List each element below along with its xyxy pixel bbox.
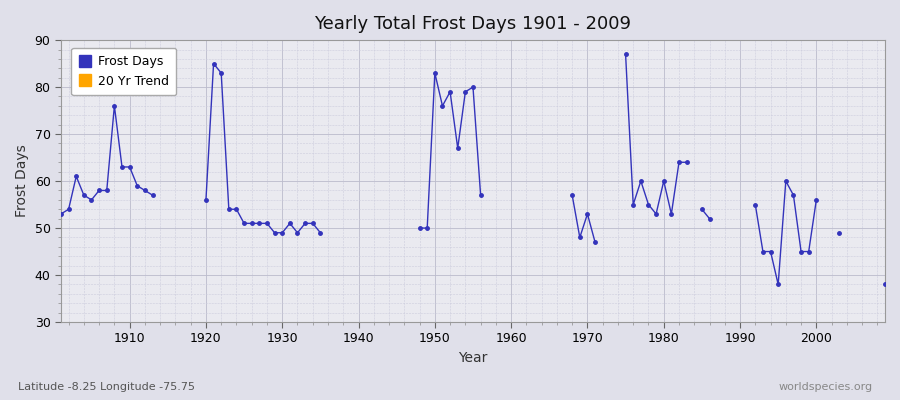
Title: Yearly Total Frost Days 1901 - 2009: Yearly Total Frost Days 1901 - 2009 <box>314 15 632 33</box>
Text: Latitude -8.25 Longitude -75.75: Latitude -8.25 Longitude -75.75 <box>18 382 195 392</box>
Legend: Frost Days, 20 Yr Trend: Frost Days, 20 Yr Trend <box>71 48 176 95</box>
X-axis label: Year: Year <box>458 351 488 365</box>
Y-axis label: Frost Days: Frost Days <box>15 145 29 218</box>
Text: worldspecies.org: worldspecies.org <box>778 382 873 392</box>
